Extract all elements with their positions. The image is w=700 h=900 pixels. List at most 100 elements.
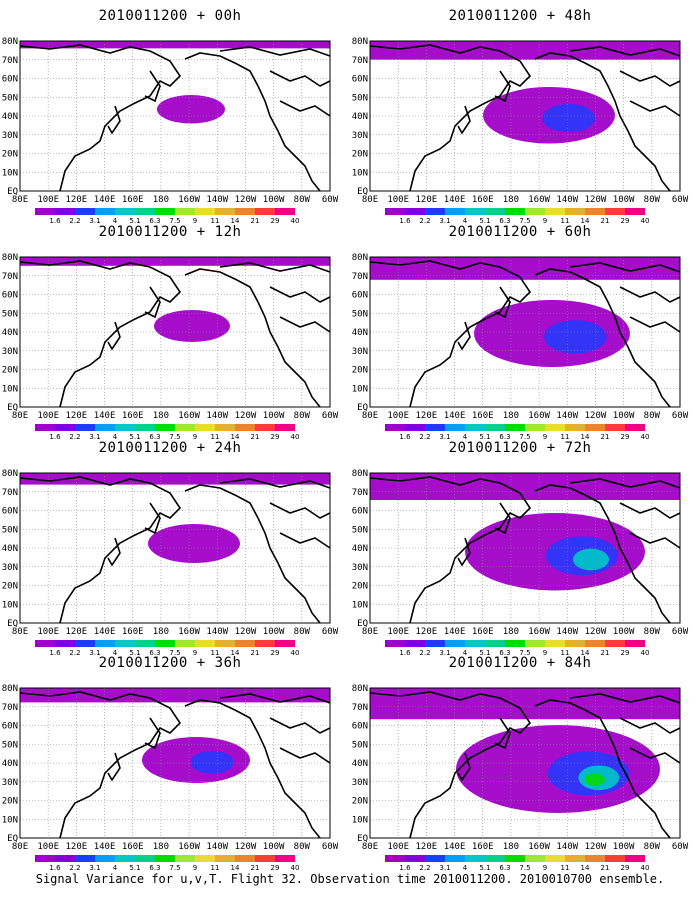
lat-label: 70N bbox=[2, 488, 18, 498]
colorbar-label: 9 bbox=[543, 649, 547, 657]
colorbar-swatch bbox=[255, 208, 275, 215]
lon-label: 160E bbox=[472, 842, 494, 852]
colorbar-swatch bbox=[35, 640, 55, 647]
lon-label: 180 bbox=[153, 195, 169, 205]
variance-fill bbox=[20, 41, 330, 49]
lon-label: 120W bbox=[235, 627, 257, 637]
colorbar-label: 3.1 bbox=[89, 864, 100, 872]
variance-fill bbox=[573, 548, 609, 571]
colorbar-swatch bbox=[445, 424, 465, 431]
lat-label: 60N bbox=[2, 75, 18, 85]
lat-label: 20N bbox=[2, 797, 18, 807]
lon-label: 180 bbox=[503, 195, 519, 205]
lon-label: 160W bbox=[178, 627, 200, 637]
colorbar-swatch bbox=[235, 424, 255, 431]
lat-label: 80N bbox=[352, 469, 368, 479]
lon-label: 160W bbox=[528, 411, 550, 421]
lon-label: 140E bbox=[444, 411, 466, 421]
colorbar-label: 7.5 bbox=[169, 433, 180, 441]
colorbar-label: 11 bbox=[561, 649, 570, 657]
lat-label: 80N bbox=[2, 684, 18, 694]
lon-label: 160E bbox=[472, 627, 494, 637]
coastline-path bbox=[144, 286, 161, 319]
lat-label: 10N bbox=[2, 168, 18, 178]
panel-title: 2010011200 + 72h bbox=[448, 440, 592, 456]
colorbar-label: 14 bbox=[231, 649, 240, 657]
colorbar-label: 29 bbox=[621, 649, 630, 657]
map-panel: 2010011200 + 60h 80N 70N 60N 50N 40N 30N 20N 10N… bbox=[350, 224, 690, 449]
colorbar-swatch bbox=[525, 855, 545, 862]
coastline-path bbox=[219, 262, 331, 273]
colorbar-swatch bbox=[215, 640, 235, 647]
colorbar-label: 7.5 bbox=[169, 649, 180, 657]
map-panel: 2010011200 + 12h 80N 70N 60N 50N 40N 30N 20N 10N… bbox=[0, 224, 340, 449]
lat-label: 30N bbox=[352, 131, 368, 141]
colorbar-swatch bbox=[565, 424, 585, 431]
coastline-path bbox=[269, 286, 331, 303]
colorbar-label: 21 bbox=[601, 433, 610, 441]
lon-label: 120W bbox=[235, 842, 257, 852]
colorbar-swatch bbox=[135, 424, 155, 431]
lon-label: 60W bbox=[672, 195, 689, 205]
lon-label: 120E bbox=[66, 627, 88, 637]
lon-label: 100W bbox=[263, 842, 285, 852]
lon-label: 100W bbox=[613, 842, 635, 852]
coastline-path bbox=[107, 537, 121, 567]
colorbar-label: 40 bbox=[641, 864, 650, 872]
colorbar-label: 2.2 bbox=[419, 217, 430, 225]
lon-label: 160W bbox=[528, 842, 550, 852]
colorbar-swatch bbox=[95, 640, 115, 647]
coastline-path bbox=[569, 46, 681, 57]
lon-label: 120E bbox=[416, 627, 438, 637]
colorbar-swatch bbox=[565, 208, 585, 215]
colorbar-swatch bbox=[585, 640, 605, 647]
coastline-path bbox=[279, 532, 331, 549]
lat-label: 30N bbox=[2, 131, 18, 141]
lat-label: 60N bbox=[2, 722, 18, 732]
colorbar-swatch bbox=[485, 855, 505, 862]
colorbar-swatch bbox=[405, 208, 425, 215]
lat-label: 10N bbox=[352, 168, 368, 178]
coastline-path bbox=[619, 717, 681, 734]
coastline-path bbox=[219, 46, 331, 57]
lat-label: 40N bbox=[2, 112, 18, 122]
lon-label: 160E bbox=[122, 627, 144, 637]
colorbar-label: 4 bbox=[463, 864, 468, 872]
lat-label: 70N bbox=[352, 56, 368, 66]
lat-label: 50N bbox=[352, 93, 368, 103]
colorbar-swatch bbox=[175, 640, 195, 647]
colorbar-swatch bbox=[525, 208, 545, 215]
lat-label: EQ bbox=[7, 187, 18, 197]
colorbar-swatch bbox=[505, 208, 525, 215]
lon-label: 100W bbox=[613, 627, 635, 637]
colorbar-swatch bbox=[75, 855, 95, 862]
colorbar-swatch bbox=[465, 855, 485, 862]
panel-title: 2010011200 + 84h bbox=[448, 655, 592, 671]
lon-label: 140W bbox=[206, 842, 228, 852]
lat-label: 40N bbox=[352, 112, 368, 122]
colorbar-swatch bbox=[605, 640, 625, 647]
lon-label: 120E bbox=[66, 411, 88, 421]
colorbar-swatch bbox=[35, 424, 55, 431]
colorbar-swatch bbox=[195, 640, 215, 647]
coastline-path bbox=[369, 476, 532, 624]
colorbar-swatch bbox=[405, 855, 425, 862]
colorbar-label: 29 bbox=[621, 433, 630, 441]
colorbar-label: 21 bbox=[251, 217, 260, 225]
colorbar-label: 21 bbox=[601, 864, 610, 872]
colorbar-label: 11 bbox=[561, 433, 570, 441]
lon-label: 120W bbox=[235, 411, 257, 421]
colorbar-label: 11 bbox=[211, 433, 220, 441]
lon-label: 80W bbox=[294, 195, 311, 205]
colorbar-swatch bbox=[425, 208, 445, 215]
colorbar-label: 1.6 bbox=[49, 217, 61, 225]
lat-label: 20N bbox=[2, 150, 18, 160]
lon-label: 160W bbox=[528, 627, 550, 637]
colorbar-swatch bbox=[465, 208, 485, 215]
colorbar-swatch bbox=[385, 424, 405, 431]
colorbar-swatch bbox=[585, 424, 605, 431]
coastline-path bbox=[569, 478, 681, 489]
colorbar-swatch bbox=[135, 640, 155, 647]
